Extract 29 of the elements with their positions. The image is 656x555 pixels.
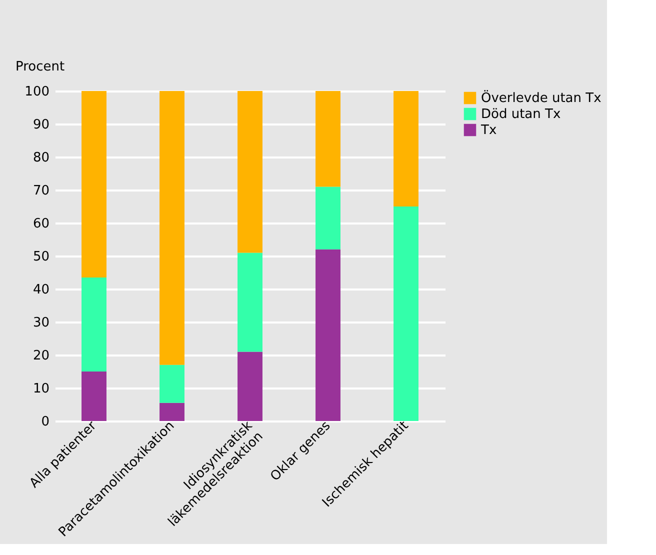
y-tick-label: 10 [32, 382, 50, 396]
y-axis-title: Procent [16, 60, 65, 74]
bar [160, 364, 184, 403]
bar [316, 186, 340, 250]
bar [394, 91, 418, 206]
bar [316, 91, 340, 187]
y-tick-label: 70 [32, 184, 50, 198]
legend-label: Tx [480, 123, 497, 138]
y-tick-label: 0 [41, 414, 50, 430]
bar [160, 402, 184, 421]
bar [160, 91, 184, 365]
y-tick-label: 80 [32, 150, 50, 166]
legend-label: Överlevde utan Tx [481, 90, 602, 106]
y-tick-label: 100 [24, 84, 50, 100]
bar [82, 277, 106, 372]
y-tick-label: 30 [32, 316, 50, 330]
bar [238, 91, 262, 253]
y-tick-label: 20 [32, 348, 50, 364]
y-tick-label: 40 [32, 282, 50, 298]
y-tick-label: 90 [32, 118, 50, 132]
bar [316, 249, 340, 421]
y-tick-label: 50 [32, 250, 50, 264]
legend-label: Död utan Tx [481, 107, 561, 122]
bar [82, 372, 106, 421]
bar [82, 91, 106, 278]
bar [238, 252, 262, 352]
bar [238, 352, 262, 421]
y-tick-label: 60 [32, 216, 50, 232]
bar [394, 206, 418, 421]
